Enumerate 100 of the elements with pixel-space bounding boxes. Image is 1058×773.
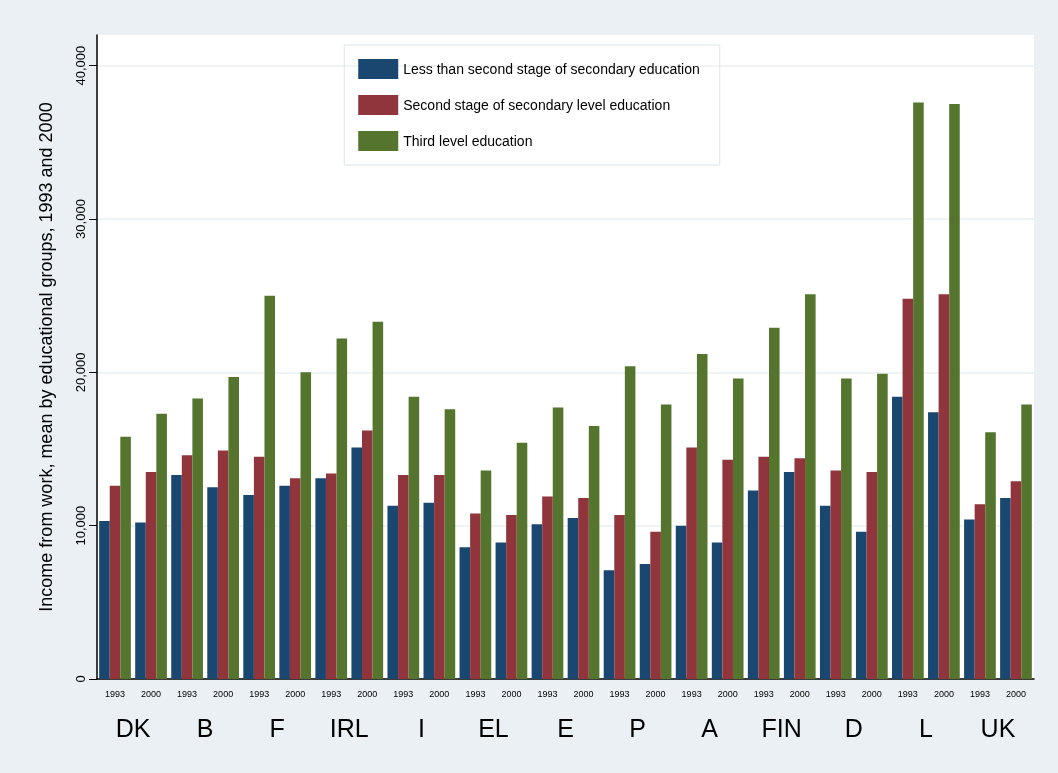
bar <box>819 505 831 679</box>
bar <box>495 542 507 679</box>
x-tick-label: 1993 <box>537 688 558 699</box>
bar <box>253 456 265 679</box>
bar <box>289 478 301 679</box>
x-tick-label: 2000 <box>285 688 306 699</box>
x-tick-label: 1993 <box>753 688 774 699</box>
bar <box>217 450 229 679</box>
x-tick-label: 1993 <box>105 688 126 699</box>
bar <box>696 353 708 679</box>
bar <box>877 373 888 679</box>
text: F <box>269 713 285 742</box>
bar <box>783 472 795 679</box>
bar <box>769 327 780 679</box>
bar <box>639 564 651 679</box>
bar <box>506 514 517 679</box>
x-tick-label: 1993 <box>897 688 918 699</box>
bar <box>711 542 723 679</box>
x-tick-label: 1993 <box>393 688 414 699</box>
bar <box>855 531 867 679</box>
text: UK <box>980 713 1016 742</box>
bar <box>722 459 733 679</box>
bar <box>841 378 852 679</box>
bar <box>866 472 878 679</box>
x-tick-label: 1993 <box>465 688 486 699</box>
bar <box>964 519 975 679</box>
bar <box>552 407 564 679</box>
bar <box>794 458 806 679</box>
bar <box>732 378 744 679</box>
bar <box>758 456 769 679</box>
bar <box>902 298 914 679</box>
bar <box>938 294 950 679</box>
bar <box>603 570 615 679</box>
x-tick-label: 1993 <box>249 688 270 699</box>
x-tick-label: 2000 <box>141 688 162 699</box>
bar <box>805 294 816 679</box>
bar <box>398 475 409 679</box>
bar <box>542 496 553 679</box>
bar <box>192 398 203 679</box>
bar <box>675 525 687 679</box>
x-tick-label: 1993 <box>177 688 198 699</box>
bar <box>974 504 986 679</box>
bar <box>660 404 672 679</box>
bar <box>207 487 218 679</box>
y-tick-label: 20,000 <box>73 352 88 393</box>
bar <box>228 376 239 679</box>
bar <box>336 338 348 679</box>
bar <box>928 412 939 679</box>
x-tick-label: 2000 <box>861 688 882 699</box>
bar <box>830 470 842 679</box>
bar <box>624 366 636 679</box>
bar <box>949 104 960 679</box>
bar <box>315 478 326 679</box>
y-tick-label: 10,000 <box>73 505 88 546</box>
bar <box>747 490 759 679</box>
x-tick-label: 2000 <box>213 688 234 699</box>
x-tick-label: 2000 <box>789 688 810 699</box>
bar <box>372 321 384 679</box>
bar <box>434 475 445 679</box>
bar <box>567 518 579 679</box>
bar <box>578 498 589 679</box>
bar <box>892 396 903 679</box>
bar <box>99 521 110 679</box>
bar <box>459 547 471 679</box>
bar <box>408 396 420 679</box>
bar <box>423 502 435 679</box>
text: E <box>557 713 574 742</box>
bar <box>531 524 543 679</box>
bar <box>264 295 276 679</box>
x-tick-label: 1993 <box>681 688 702 699</box>
bar <box>362 430 373 679</box>
y-tick-label: 30,000 <box>73 199 88 239</box>
bar <box>516 442 528 679</box>
y-tick-label: 0 <box>73 675 88 683</box>
bar <box>387 505 399 679</box>
text: IRL <box>329 713 369 742</box>
x-tick-label: 2000 <box>573 688 594 699</box>
legend-label: Second stage of secondary level education <box>403 97 671 113</box>
bar <box>325 473 337 679</box>
x-tick-label: 2000 <box>1005 688 1026 699</box>
bar <box>120 436 131 679</box>
bar <box>444 409 456 679</box>
text: B <box>196 713 214 742</box>
x-tick-label: 2000 <box>717 688 738 699</box>
x-tick-label: 2000 <box>357 688 378 699</box>
bar <box>171 475 182 679</box>
text: L <box>918 713 933 742</box>
bar <box>300 372 312 679</box>
bar <box>279 485 290 679</box>
y-axis-title: Income from work, mean by educational groups, 1993 and 2000 <box>36 102 56 612</box>
bar <box>351 447 362 679</box>
x-tick-label: 1993 <box>321 688 342 699</box>
bar <box>650 531 661 679</box>
bar <box>156 413 167 679</box>
x-tick-label: 2000 <box>501 688 522 699</box>
bar <box>1021 404 1032 679</box>
bar <box>243 495 254 679</box>
text: P <box>629 713 646 742</box>
bar <box>614 514 625 679</box>
text: D <box>844 713 863 742</box>
